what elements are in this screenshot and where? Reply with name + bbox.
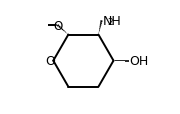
Text: OH: OH bbox=[129, 55, 148, 67]
Text: NH: NH bbox=[103, 15, 122, 28]
Text: O: O bbox=[53, 19, 63, 32]
Text: 2: 2 bbox=[107, 17, 113, 26]
Text: O: O bbox=[45, 55, 55, 67]
